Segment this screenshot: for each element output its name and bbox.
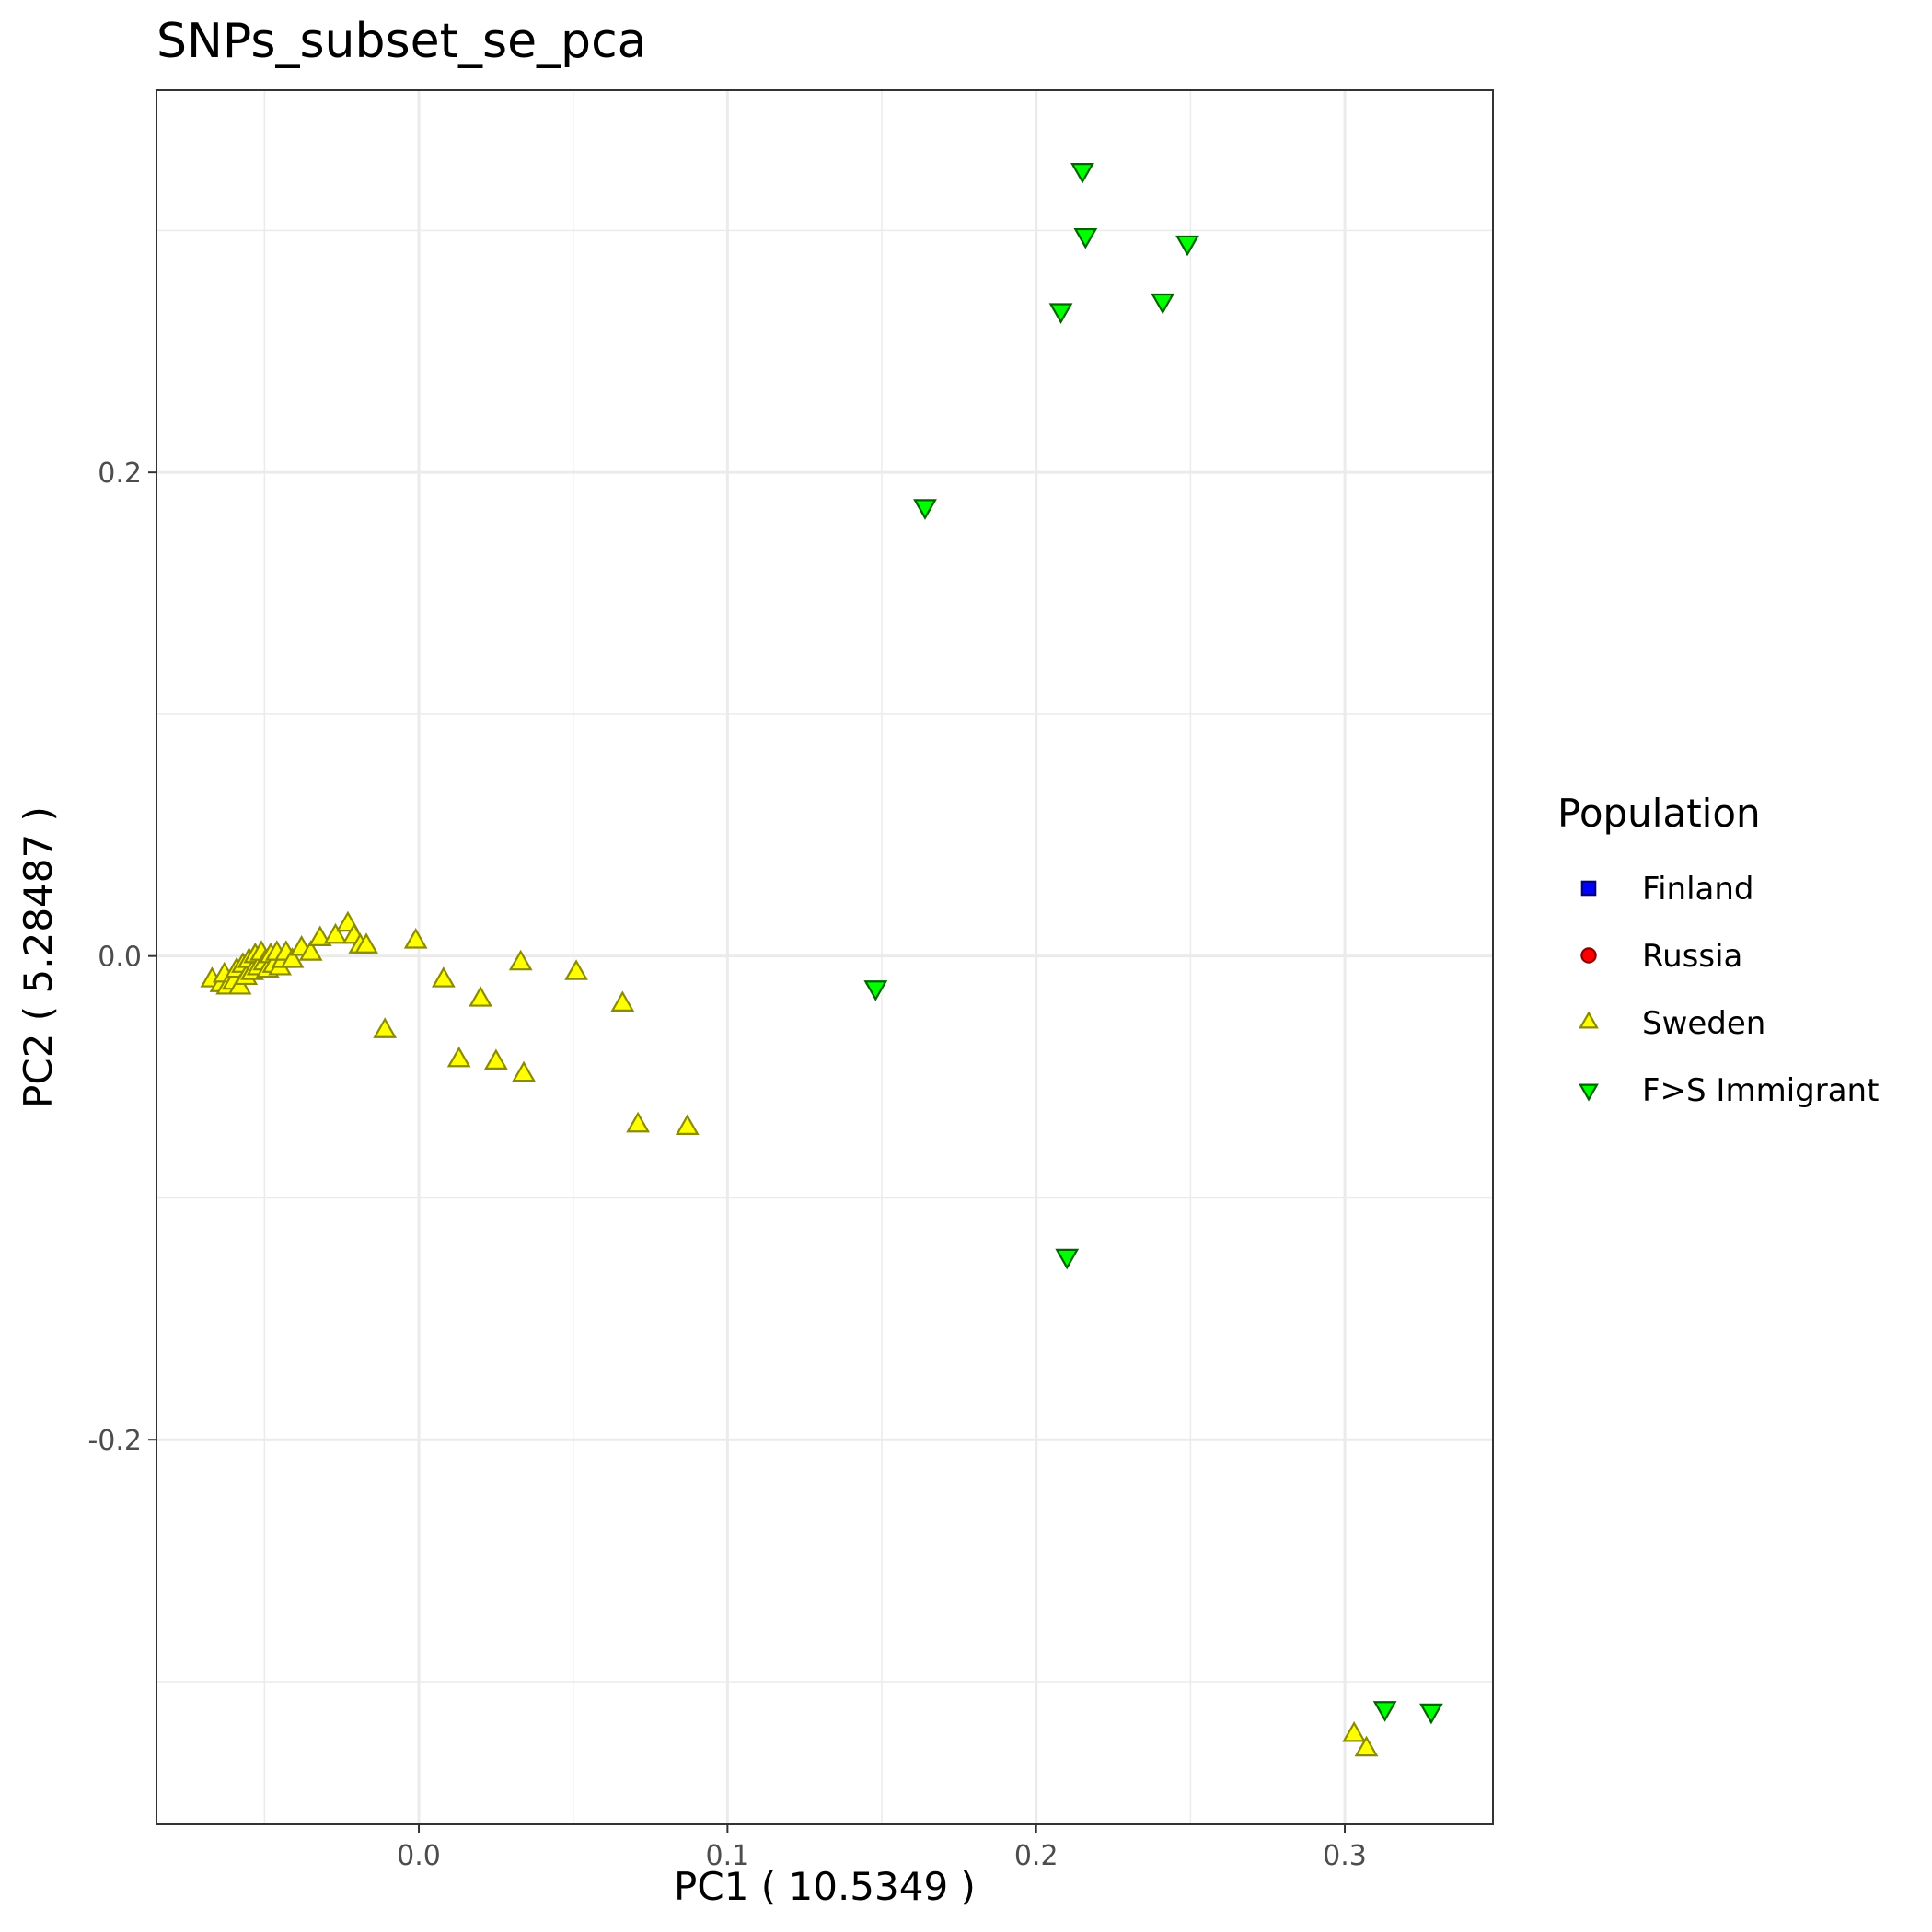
point-sweden (610, 990, 635, 1012)
point-sweden (431, 966, 456, 988)
point-f-s-immigrant (1048, 303, 1073, 324)
point-sweden (508, 949, 533, 971)
point-sweden (446, 1046, 471, 1068)
point-sweden (1342, 1720, 1366, 1742)
point-f-s-immigrant (1070, 163, 1094, 184)
legend-label-finland: Finland (1642, 871, 1754, 908)
point-sweden (675, 1114, 700, 1135)
legend-label-russia: Russia (1642, 938, 1742, 975)
point-sweden (323, 922, 348, 944)
legend-label-sweden: Sweden (1642, 1005, 1765, 1042)
legend-key-russia (1580, 947, 1597, 964)
point-sweden (403, 928, 428, 949)
y-tick-label: 0.2 (98, 457, 142, 490)
y-axis-title: PC2 ( 5.28487 ) (16, 806, 61, 1108)
point-f-s-immigrant (1055, 1248, 1080, 1270)
point-sweden (626, 1111, 651, 1133)
legend-key-finland (1580, 880, 1597, 897)
y-axis: -0.2 0.0 0.2 (87, 457, 156, 1457)
point-sweden (354, 932, 378, 954)
point-sweden (469, 986, 492, 1007)
point-f-s-immigrant (1073, 227, 1098, 249)
y-tick-label: -0.2 (87, 1425, 142, 1457)
x-tick-label: 0.2 (1014, 1840, 1059, 1872)
x-tick-label: 0.1 (706, 1840, 750, 1872)
legend-key-sweden (1579, 1011, 1599, 1029)
x-tick-label: 0.3 (1323, 1840, 1367, 1872)
point-f-s-immigrant (863, 980, 888, 1001)
point-sweden (373, 1017, 398, 1038)
legend-key-f-s-immigrant (1579, 1083, 1599, 1102)
point-sweden (307, 925, 332, 946)
data-points (200, 163, 1443, 1757)
y-tick-label: 0.0 (98, 942, 142, 974)
point-f-s-immigrant (1419, 1703, 1443, 1725)
point-sweden (483, 1048, 508, 1070)
legend-title: Population (1557, 791, 1761, 836)
chart-title: SNPs_subset_se_pca (156, 14, 647, 69)
legend: Population Finland Russia Sweden F>S Immigr… (1557, 791, 1879, 1109)
x-tick-label: 0.0 (397, 1840, 441, 1872)
point-sweden (564, 959, 588, 980)
panel-border (156, 89, 1494, 1825)
point-sweden (512, 1060, 536, 1082)
plot-panel (156, 89, 1494, 1825)
point-sweden (298, 940, 323, 961)
major-gridlines (156, 90, 1493, 1824)
x-axis: 0.0 0.1 0.2 0.3 (397, 1824, 1367, 1872)
point-f-s-immigrant (1151, 293, 1175, 315)
point-sweden (280, 947, 305, 968)
x-axis-title: PC1 ( 10.5349 ) (674, 1864, 976, 1909)
legend-items: Finland Russia Sweden F>S Immigrant (1579, 871, 1879, 1109)
point-f-s-immigrant (1175, 235, 1199, 257)
point-f-s-immigrant (1372, 1701, 1397, 1722)
point-f-s-immigrant (913, 499, 937, 520)
point-sweden (1354, 1735, 1379, 1757)
legend-label-f-s-immigrant: F>S Immigrant (1642, 1072, 1879, 1109)
